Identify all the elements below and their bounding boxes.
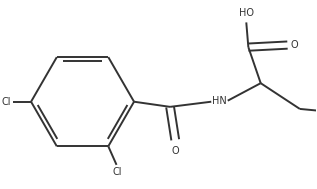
Text: O: O	[291, 40, 298, 50]
Text: HN: HN	[212, 96, 227, 106]
Text: HO: HO	[239, 8, 254, 18]
Text: Cl: Cl	[113, 167, 122, 177]
Text: O: O	[171, 146, 179, 156]
Text: Cl: Cl	[2, 97, 11, 107]
